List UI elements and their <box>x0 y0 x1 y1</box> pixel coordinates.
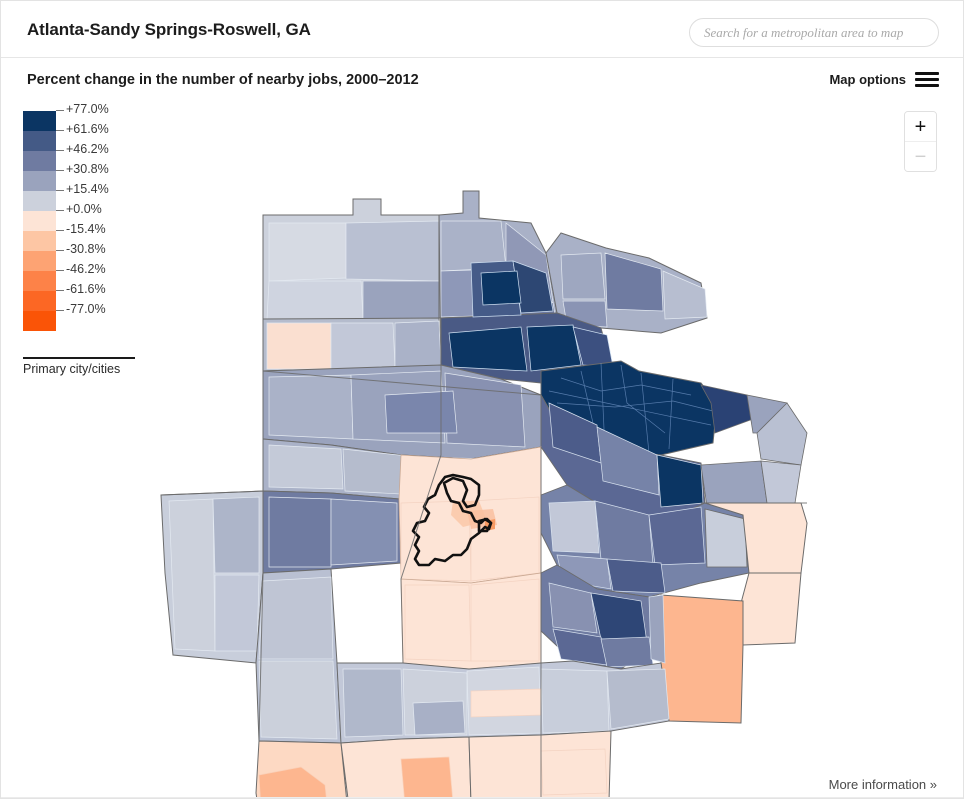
search-box[interactable] <box>689 18 939 47</box>
legend-tick <box>56 170 64 171</box>
legend-label: -61.6% <box>66 282 106 296</box>
map-legend: +77.0% +61.6% +46.2% +30.8% +15.4% +0.0% -15.4… <box>23 103 173 376</box>
legend-row: +61.6% <box>23 122 173 151</box>
legend-tick-wrap: +77.0% <box>56 103 166 131</box>
legend-row: -77.0% <box>23 302 173 331</box>
legend-tick-wrap: +61.6% <box>56 122 166 151</box>
legend-tick-wrap: -30.8% <box>56 242 166 271</box>
legend-row: +0.0% <box>23 202 173 231</box>
legend-swatch <box>23 111 56 131</box>
legend-tick-wrap: +0.0% <box>56 202 166 231</box>
legend-tick <box>56 250 64 251</box>
legend-tick <box>56 210 64 211</box>
legend-swatch <box>23 291 56 311</box>
legend-label: -30.8% <box>66 242 106 256</box>
legend-swatch <box>23 271 56 291</box>
hamburger-icon[interactable] <box>915 72 939 87</box>
legend-tick <box>56 270 64 271</box>
legend-row: +46.2% <box>23 142 173 171</box>
zoom-out-button[interactable]: − <box>905 142 936 171</box>
legend-tick <box>56 110 64 111</box>
legend-tick-wrap: -61.6% <box>56 282 166 311</box>
legend-swatch <box>23 211 56 231</box>
legend-row: -61.6% <box>23 282 173 311</box>
legend-row: -15.4% <box>23 222 173 251</box>
primary-city-line-swatch <box>23 357 135 359</box>
legend-label: +15.4% <box>66 182 109 196</box>
zoom-control[interactable]: + − <box>904 111 937 172</box>
legend-tick <box>56 130 64 131</box>
page-title: Atlanta-Sandy Springs-Roswell, GA <box>27 20 311 39</box>
footer-divider <box>1 797 963 798</box>
legend-tick-wrap: -46.2% <box>56 262 166 291</box>
legend-label: +46.2% <box>66 142 109 156</box>
legend-swatch <box>23 311 56 331</box>
legend-tick-wrap: +46.2% <box>56 142 166 171</box>
legend-city-label: Primary city/cities <box>23 362 121 376</box>
map-subtitle: Percent change in the number of nearby j… <box>27 72 419 88</box>
legend-tick-wrap: +30.8% <box>56 162 166 191</box>
choropleth-map[interactable] <box>1 103 963 798</box>
county-boundaries <box>160 214 807 798</box>
legend-tick <box>56 310 64 311</box>
legend-label: +30.8% <box>66 162 109 176</box>
legend-tick <box>56 290 64 291</box>
legend-swatch <box>23 131 56 151</box>
legend-swatch <box>23 151 56 171</box>
legend-label: +0.0% <box>66 202 102 216</box>
legend-row: +15.4% <box>23 182 173 211</box>
map-options-button[interactable]: Map options <box>829 72 939 87</box>
legend-row: -30.8% <box>23 242 173 271</box>
app-header: Atlanta-Sandy Springs-Roswell, GA <box>1 1 963 58</box>
map-options-label: Map options <box>829 72 906 87</box>
legend-tick-wrap: +15.4% <box>56 182 166 211</box>
legend-swatch <box>23 191 56 211</box>
legend-label: -77.0% <box>66 302 106 316</box>
legend-primary-city: Primary city/cities <box>23 357 141 376</box>
legend-row: +30.8% <box>23 162 173 191</box>
legend-swatch <box>23 231 56 251</box>
search-input[interactable] <box>690 19 938 46</box>
legend-tick <box>56 190 64 191</box>
legend-tick <box>56 230 64 231</box>
legend-label: -15.4% <box>66 222 106 236</box>
primary-city-outline <box>411 473 493 567</box>
legend-row: -46.2% <box>23 262 173 291</box>
map-subtitle-bar: Percent change in the number of nearby j… <box>1 58 963 103</box>
legend-label: +61.6% <box>66 122 109 136</box>
legend-label: +77.0% <box>66 103 109 116</box>
zoom-in-button[interactable]: + <box>905 112 936 142</box>
map-canvas[interactable]: +77.0% +61.6% +46.2% +30.8% +15.4% +0.0% -15.4… <box>1 103 963 798</box>
legend-label: -46.2% <box>66 262 106 276</box>
legend-swatch <box>23 251 56 271</box>
legend-tick-wrap: -15.4% <box>56 222 166 251</box>
more-information-link[interactable]: More information » <box>828 777 937 792</box>
legend-row: +77.0% <box>23 103 173 131</box>
map-regions[interactable] <box>160 190 808 798</box>
legend-tick-wrap: -77.0% <box>56 302 166 331</box>
legend-tick <box>56 150 64 151</box>
legend-color-scale: +77.0% +61.6% +46.2% +30.8% +15.4% +0.0% -15.4… <box>23 103 173 331</box>
legend-swatch <box>23 171 56 191</box>
